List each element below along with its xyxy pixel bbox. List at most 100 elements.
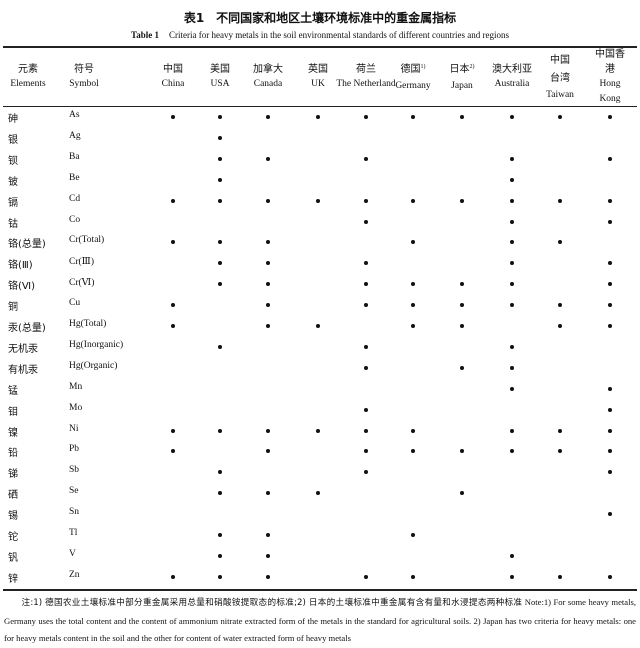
included-dot-japan xyxy=(460,365,464,370)
included-dot-china xyxy=(171,449,175,454)
column-header-cn: 加拿大 xyxy=(253,64,283,75)
element-symbol: Cr(Total) xyxy=(69,235,105,246)
included-dot-uk xyxy=(316,428,320,433)
element-symbol: As xyxy=(69,110,80,120)
included-dot-germany xyxy=(411,282,415,287)
table-row: 钡 Ba xyxy=(0,149,640,170)
included-dot-canada xyxy=(266,491,270,496)
column-header-en: USA xyxy=(210,79,230,89)
element-symbol: Sb xyxy=(69,465,80,476)
included-dot-hong-kong xyxy=(608,512,612,517)
column-header-en: Elements xyxy=(10,79,46,89)
table-row: 钴 Co xyxy=(0,212,640,233)
included-dot-taiwan xyxy=(558,428,562,433)
table-row: 锑 Sb xyxy=(0,462,640,483)
element-name: 有机汞 xyxy=(8,364,38,376)
included-dot-germany xyxy=(411,324,415,328)
column-header: 中国香港 Hong Kong xyxy=(595,48,625,106)
included-dot-uk xyxy=(316,491,320,496)
included-dot-australia xyxy=(510,219,514,224)
included-dot-hong-kong xyxy=(608,449,612,454)
included-dot-australia xyxy=(510,574,514,579)
table-row: 银 Ag xyxy=(0,128,640,149)
table-row: 镍 Ni xyxy=(0,421,640,442)
included-dot-germany xyxy=(411,303,415,308)
column-header: 英国 UK xyxy=(308,48,328,106)
included-dot-germany xyxy=(411,240,415,245)
included-dot-canada xyxy=(266,282,270,287)
included-dot-the-netherland xyxy=(364,449,368,454)
element-symbol: Mo xyxy=(69,402,83,413)
included-dot-canada xyxy=(266,261,270,266)
included-dot-japan xyxy=(460,115,464,119)
element-symbol: Cr(Ⅲ) xyxy=(69,257,94,268)
table-title-cn: 表1 不同国家和地区土壤环境标准中的重金属指标 xyxy=(183,11,457,25)
bottom-rule xyxy=(3,589,637,591)
included-dot-the-netherland xyxy=(364,261,368,266)
included-dot-uk xyxy=(316,115,320,119)
included-dot-germany xyxy=(411,428,415,433)
column-header-cn: 元素 xyxy=(17,64,38,75)
column-header-cn: 符号 xyxy=(74,64,94,75)
included-dot-usa xyxy=(218,115,222,119)
column-header: 符号 Symbol xyxy=(69,48,99,106)
table-title-en: Table 1 Criteria for heavy metals in the … xyxy=(0,30,640,40)
column-header-en: Australia xyxy=(494,79,530,89)
included-dot-canada xyxy=(266,303,270,308)
column-header-cn: 英国 xyxy=(308,64,328,75)
element-symbol: Mn xyxy=(69,381,83,392)
included-dot-australia xyxy=(510,261,514,266)
included-dot-the-netherland xyxy=(364,574,368,579)
included-dot-usa xyxy=(218,491,222,496)
included-dot-usa xyxy=(218,344,222,349)
element-symbol: Ni xyxy=(69,423,79,434)
included-dot-china xyxy=(171,303,175,308)
element-symbol: Be xyxy=(69,172,80,183)
included-dot-china xyxy=(171,574,175,579)
column-header: 中国 China xyxy=(162,48,185,106)
column-header-cn: 日本 xyxy=(449,64,470,76)
included-dot-hong-kong xyxy=(608,303,612,308)
column-header: 德国1) Germany xyxy=(395,48,430,106)
table-row: 铬(总量) Cr(Total) xyxy=(0,232,640,253)
included-dot-hong-kong xyxy=(608,261,612,266)
element-symbol: Zn xyxy=(69,569,80,580)
table-row: 铬(Ⅲ) Cr(Ⅲ) xyxy=(0,253,640,274)
element-name: 汞(总量) xyxy=(8,323,46,334)
included-dot-the-netherland xyxy=(364,470,368,475)
included-dot-germany xyxy=(411,115,415,119)
element-symbol: Sn xyxy=(69,507,80,518)
included-dot-australia xyxy=(510,344,514,349)
element-symbol: Cu xyxy=(69,298,81,309)
included-dot-australia xyxy=(510,553,514,558)
included-dot-canada xyxy=(266,533,270,537)
included-dot-taiwan xyxy=(558,115,562,119)
included-dot-canada xyxy=(266,240,270,245)
note-en: Note:1) For some heavy metals, Germany u… xyxy=(4,597,636,643)
element-name: 钒 xyxy=(8,552,18,564)
table-row: 有机汞 Hg(Organic) xyxy=(0,358,640,379)
included-dot-hong-kong xyxy=(608,219,612,224)
included-dot-china xyxy=(171,115,175,119)
table-note: 注:1) 德国农业土壤标准中部分重金属采用总量和硝酸铵提取态的标准;2) 日本的… xyxy=(4,594,636,648)
included-dot-canada xyxy=(266,574,270,579)
column-header: 澳大利亚 Australia xyxy=(492,48,532,106)
included-dot-japan xyxy=(460,282,464,287)
element-name: 硒 xyxy=(8,490,18,502)
included-dot-taiwan xyxy=(558,303,562,308)
included-dot-hong-kong xyxy=(608,198,612,203)
element-name: 铬(Ⅲ) xyxy=(8,260,33,272)
column-header-en: Hong Kong xyxy=(599,79,621,104)
element-name: 钡 xyxy=(8,155,18,167)
element-symbol: V xyxy=(69,548,76,559)
table-caption: Criteria for heavy metals in the soil en… xyxy=(168,30,509,40)
included-dot-canada xyxy=(266,428,270,433)
included-dot-usa xyxy=(218,470,222,475)
included-dot-canada xyxy=(266,553,270,558)
included-dot-hong-kong xyxy=(608,156,612,161)
table-row: 硒 Se xyxy=(0,483,640,504)
table-row: 镉 Cd xyxy=(0,191,640,212)
element-name: 银 xyxy=(8,134,18,146)
column-header: 中国台湾 Taiwan xyxy=(546,48,574,106)
included-dot-uk xyxy=(316,324,320,328)
